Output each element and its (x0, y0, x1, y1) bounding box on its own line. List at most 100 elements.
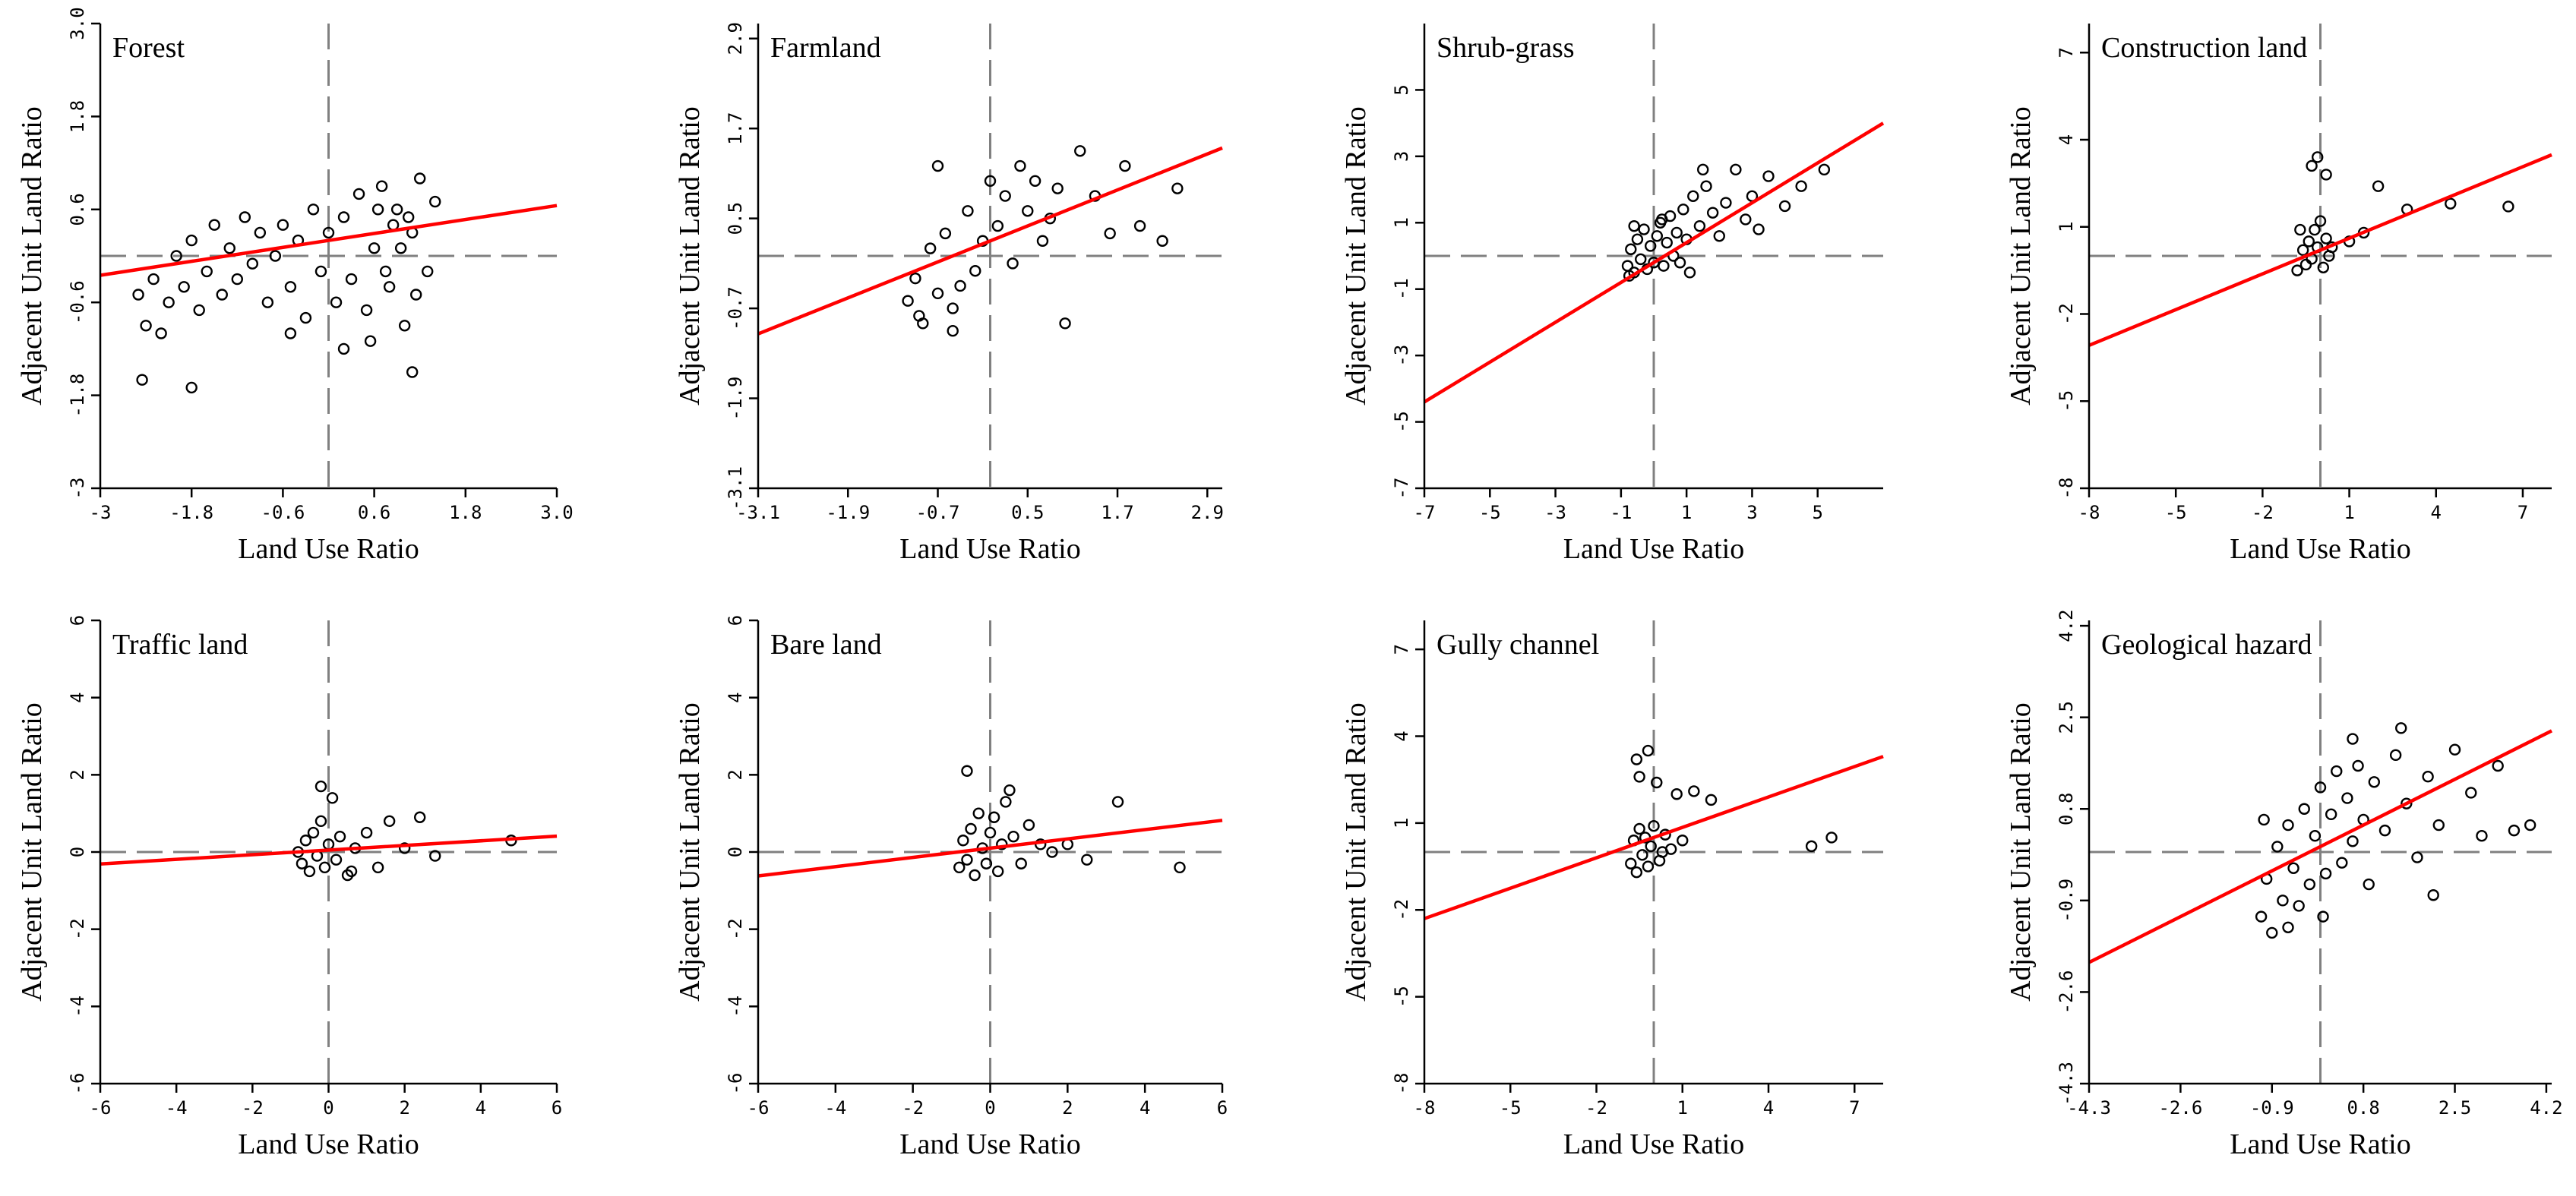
x-tick-label: 4.2 (2530, 1097, 2562, 1119)
x-tick-label: -5 (1479, 502, 1501, 523)
y-tick-label: 6 (725, 615, 746, 626)
data-point (2319, 867, 2332, 880)
data-point (170, 250, 182, 262)
data-point (2347, 835, 2359, 847)
data-point (1818, 163, 1831, 176)
data-point (2465, 787, 2477, 799)
y-tick-label: 2.5 (2056, 701, 2077, 734)
x-tick-label: 0.5 (1011, 502, 1044, 523)
data-point (140, 320, 152, 332)
x-axis-title: Land Use Ratio (2230, 533, 2411, 565)
data-point (1651, 230, 1664, 242)
data-point (2395, 722, 2407, 734)
data-point (980, 857, 993, 869)
data-point (239, 211, 251, 223)
data-point (1046, 846, 1058, 858)
y-tick-label: -5 (2056, 390, 2077, 412)
x-tick-label: -1 (1610, 502, 1632, 523)
y-tick-label: -2 (1391, 899, 1412, 921)
data-point (1825, 832, 1838, 844)
data-point (1661, 236, 1673, 249)
data-point (1687, 190, 1699, 203)
data-point (1022, 205, 1034, 217)
x-tick-label: 4 (476, 1097, 486, 1119)
data-point (314, 265, 327, 278)
scatter-panel: -6 -4 -2 0 2 4 6 -6 -4 -2 0 2 4 6 Bare land Land Use Ra… (674, 615, 1228, 1160)
x-tick-label: -1.9 (826, 502, 870, 523)
x-axis-title: Land Use Ratio (1563, 533, 1745, 565)
x-tick-label: -8 (2078, 502, 2100, 523)
y-tick-label: 7 (1391, 644, 1412, 655)
panel-title: Farmland (770, 32, 881, 64)
y-tick-label: -7 (1391, 478, 1412, 500)
data-point (2347, 733, 2359, 745)
y-tick-label: -2 (725, 918, 746, 940)
y-tick-label: -0.9 (2056, 879, 2077, 923)
panel-title: Forest (112, 32, 185, 64)
data-point (984, 826, 997, 839)
data-point (2448, 743, 2461, 756)
data-point (326, 792, 339, 804)
x-tick-label: 2.9 (1191, 502, 1224, 523)
x-tick-label: 2 (399, 1097, 409, 1119)
data-point (2294, 223, 2306, 236)
x-tick-label: -2 (2252, 502, 2274, 523)
data-point (429, 850, 441, 862)
regression-line (1423, 121, 1885, 404)
data-point (333, 830, 346, 843)
data-point (352, 188, 365, 200)
data-point (939, 227, 952, 240)
y-axis-title: Adjacent Unit Land Ratio (1340, 106, 1372, 406)
data-point (375, 180, 388, 192)
x-tick-label: 0.8 (2347, 1097, 2379, 1119)
data-point (163, 296, 175, 308)
data-point (178, 281, 190, 293)
data-point (1633, 822, 1645, 835)
panel-title: Geological hazard (2101, 629, 2312, 661)
x-tick-label: -6 (748, 1097, 770, 1119)
data-point (991, 219, 1004, 232)
data-point (2331, 765, 2343, 778)
data-point (984, 175, 997, 187)
data-point (2401, 797, 2413, 809)
x-tick-label: -6 (90, 1097, 112, 1119)
data-point (1625, 243, 1637, 255)
data-point (1007, 257, 1019, 270)
data-point (360, 826, 373, 839)
data-point (1156, 235, 1168, 247)
regression-line (757, 146, 1223, 336)
data-point (2320, 169, 2332, 181)
y-tick-label: -8 (1391, 1073, 1412, 1095)
data-point (1753, 223, 1765, 235)
data-point (296, 857, 308, 869)
panel-title: Shrub-grass (1437, 32, 1575, 64)
data-point (269, 250, 282, 262)
data-point (1705, 794, 1718, 806)
y-axis-title: Adjacent Unit Land Ratio (674, 106, 706, 406)
regression-line (2088, 153, 2552, 347)
data-point (972, 807, 985, 819)
data-point (947, 325, 959, 337)
data-point (201, 265, 213, 278)
x-tick-label: -2 (902, 1097, 924, 1119)
data-point (414, 172, 426, 185)
data-point (947, 302, 959, 314)
data-point (2266, 926, 2278, 939)
data-point (406, 366, 419, 378)
data-point (1670, 788, 1683, 800)
panel-title: Gully channel (1437, 629, 1599, 661)
y-tick-label: 6 (67, 615, 88, 626)
data-point (318, 861, 331, 874)
y-tick-label: 0 (67, 847, 88, 857)
data-point (965, 822, 977, 835)
data-point (341, 869, 354, 882)
data-point (132, 289, 144, 301)
data-point (2432, 819, 2445, 832)
data-point (371, 861, 384, 874)
data-point (254, 226, 267, 239)
data-point (2422, 770, 2434, 783)
x-tick-label: 0 (323, 1097, 333, 1119)
data-point (1740, 213, 1752, 226)
y-tick-label: 2.9 (725, 22, 746, 55)
y-tick-label: -3.1 (725, 466, 746, 510)
